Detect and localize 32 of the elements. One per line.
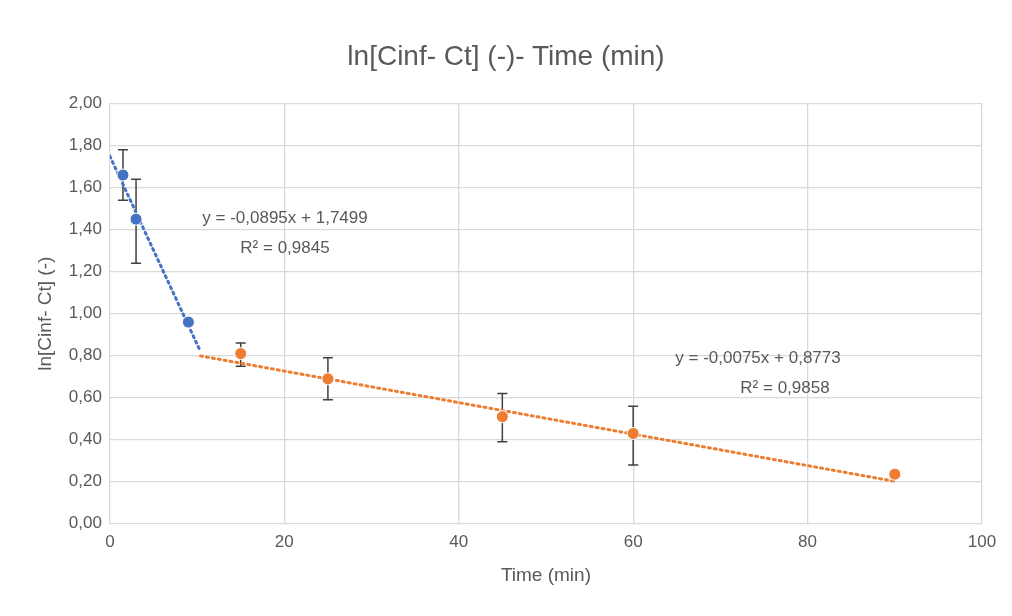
y-tick-label: 1,20 [68, 261, 102, 281]
y-tick-label: 1,80 [68, 135, 102, 155]
x-tick-label: 60 [623, 531, 643, 551]
point [626, 426, 640, 440]
annotation: y = -0,0895x + 1,7499 [202, 207, 368, 227]
x-axis-title: Time (min) [500, 563, 591, 585]
point [234, 347, 248, 361]
x-tick-label: 40 [449, 531, 469, 551]
x-tick-label: 20 [274, 531, 294, 551]
y-tick-label: 0,40 [68, 429, 102, 449]
y-tick-label: 0,00 [68, 513, 102, 533]
x-tick-label: 80 [798, 531, 818, 551]
annotation: R² = 0,9845 [240, 237, 330, 257]
point [181, 315, 195, 329]
annotation: y = -0,0075x + 0,8773 [675, 347, 841, 367]
point [116, 168, 130, 182]
annotation: R² = 0,9858 [740, 377, 830, 397]
point [321, 372, 335, 386]
x-tick-label: 0 [105, 531, 115, 551]
y-tick-label: 0,60 [68, 387, 102, 407]
point [495, 410, 509, 424]
point [129, 212, 143, 226]
y-tick-label: 2,00 [68, 93, 102, 113]
y-tick-label: 0,20 [68, 471, 102, 491]
y-tick-label: 1,00 [68, 303, 102, 323]
y-tick-label: 1,40 [68, 219, 102, 239]
y-tick-label: 0,80 [68, 345, 102, 365]
point [888, 467, 902, 481]
y-axis-title: ln[Cinf- Ct] (-) [33, 256, 55, 371]
x-tick-label: 100 [967, 531, 997, 551]
chart-title: ln[Cinf- Ct] (-)- Time (min) [347, 39, 665, 71]
y-tick-label: 1,60 [68, 177, 102, 197]
